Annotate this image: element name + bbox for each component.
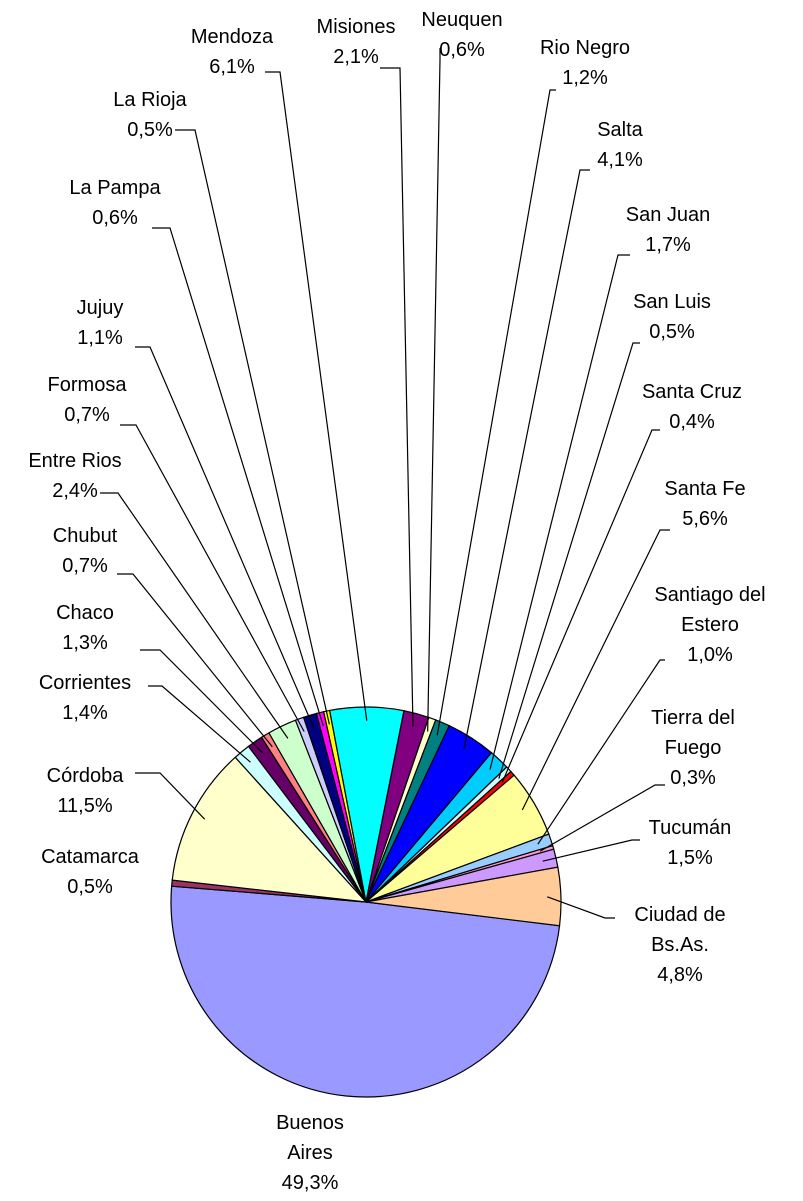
slice-label: Corrientes 1,4% <box>5 668 165 728</box>
value-label: 1,3% <box>62 632 108 654</box>
value-label: 4,8% <box>657 964 703 986</box>
leader-line <box>148 685 251 763</box>
leader-line <box>140 649 264 754</box>
category-name: Santa Fe <box>664 478 746 500</box>
value-label: 1,1% <box>77 327 123 349</box>
slice-label: Jujuy 1,1% <box>20 293 180 353</box>
leader-line <box>537 659 665 845</box>
slice-label: Santa Fe 5,6% <box>625 474 785 534</box>
slice-label: Chubut 0,7% <box>5 521 165 581</box>
category-name: Entre Rios <box>28 450 122 472</box>
value-label: 6,1% <box>209 56 255 78</box>
value-label: 1,7% <box>645 234 691 256</box>
value-label: 11,5% <box>57 795 113 817</box>
slice-label: San Luis 0,5% <box>592 287 752 347</box>
slice-label: Rio Negro 1,2% <box>505 33 665 93</box>
leader-line <box>436 89 556 736</box>
category-name: Santa Cruz <box>641 381 743 403</box>
slice-label: Tierra del Fuego 0,3% <box>636 703 751 793</box>
value-label: 1,0% <box>687 644 733 666</box>
value-label: 2,1% <box>333 46 379 68</box>
leader-line <box>120 424 305 732</box>
leader-line <box>521 529 670 811</box>
value-label: 1,4% <box>62 702 108 724</box>
slice-label: San Juan 1,7% <box>588 200 748 260</box>
category-name: Corrientes <box>38 672 132 694</box>
leader-line <box>489 254 630 770</box>
category-name: San Luis <box>633 291 711 313</box>
category-name: Ciudad de Bs.As. <box>634 904 726 956</box>
leader-line <box>175 129 330 725</box>
value-label: 4,1% <box>597 149 643 171</box>
value-label: 0,5% <box>127 119 173 141</box>
leader-line <box>498 342 640 779</box>
slice-label: Formosa 0,7% <box>7 370 167 430</box>
pie-slice <box>170 885 561 1098</box>
category-name: Tucumán <box>648 817 732 839</box>
slice-label: Buenos Aires 49,3% <box>265 1108 355 1198</box>
category-name: Formosa <box>47 374 127 396</box>
category-name: Catamarca <box>41 846 139 868</box>
category-name: Jujuy <box>76 297 124 319</box>
value-label: 0,4% <box>669 411 715 433</box>
slice-label: Mendoza 6,1% <box>152 22 312 82</box>
leader-line <box>547 896 615 919</box>
slice-label: Ciudad de Bs.As. 4,8% <box>620 900 740 990</box>
category-name: Rio Negro <box>539 37 631 59</box>
slice-label: Entre Rios 2,4% <box>0 446 155 506</box>
slice-label: Santa Cruz 0,4% <box>612 377 772 437</box>
pie-slice <box>365 866 562 927</box>
value-label: 0,7% <box>64 404 110 426</box>
slice-label: Córdoba 11,5% <box>5 761 165 821</box>
slice-label: Santiago del Estero 1,0% <box>635 580 785 670</box>
slice-label: Tucumán 1,5% <box>610 813 770 873</box>
value-label: 1,2% <box>562 67 608 89</box>
slice-label: Catamarca 0,5% <box>10 842 170 902</box>
leader-line <box>463 169 590 750</box>
category-name: Santiago del Estero <box>654 584 766 636</box>
leader-line <box>135 772 206 820</box>
leader-line <box>380 67 414 727</box>
value-label: 0,6% <box>439 39 485 61</box>
value-label: 5,6% <box>682 508 728 530</box>
leader-line <box>135 346 315 729</box>
leader-line <box>539 784 665 852</box>
slice-label: Salta 4,1% <box>540 115 700 175</box>
leader-line <box>265 71 368 721</box>
value-label: 0,5% <box>67 876 113 898</box>
value-label: 0,3% <box>670 767 716 789</box>
value-label: 49,3% <box>281 1172 339 1194</box>
value-label: 0,5% <box>649 321 695 343</box>
slice-label: Chaco 1,3% <box>5 598 165 658</box>
leader-line <box>542 839 640 862</box>
category-name: Mendoza <box>190 26 274 48</box>
value-label: 0,6% <box>92 207 138 229</box>
category-name: Salta <box>597 119 643 141</box>
category-name: Córdoba <box>46 765 124 787</box>
category-name: Chubut <box>52 525 118 547</box>
pie-slice <box>171 756 368 903</box>
category-name: La Rioja <box>113 89 187 111</box>
slice-label: La Pampa 0,6% <box>35 173 195 233</box>
category-name: Neuquen <box>421 9 503 31</box>
leader-line <box>152 227 324 726</box>
leader-line <box>117 573 273 748</box>
category-name: Misiones <box>316 16 396 38</box>
slice-label: La Rioja 0,5% <box>70 85 230 145</box>
category-name: La Pampa <box>69 177 161 199</box>
value-label: 1,5% <box>667 847 713 869</box>
category-name: Tierra del Fuego <box>651 707 735 759</box>
value-label: 0,7% <box>62 555 108 577</box>
leader-line <box>427 48 441 732</box>
leader-line <box>501 429 660 783</box>
slice-label: Misiones 2,1% <box>276 12 436 72</box>
slice-label: Neuquen 0,6% <box>382 5 542 65</box>
category-name: San Juan <box>625 204 711 226</box>
category-name: Chaco <box>56 602 114 624</box>
leader-line <box>100 492 289 739</box>
value-label: 2,4% <box>52 480 98 502</box>
category-name: Buenos Aires <box>276 1112 344 1164</box>
